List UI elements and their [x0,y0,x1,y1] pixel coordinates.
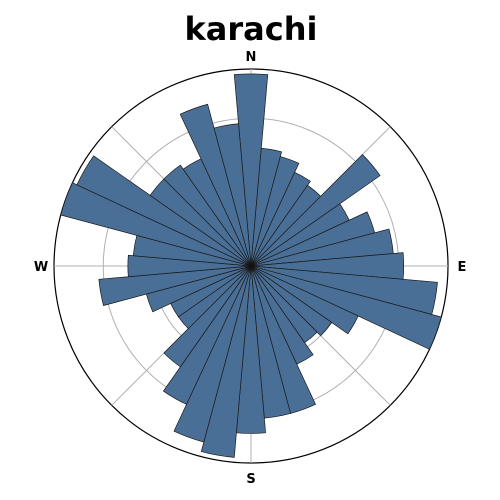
polar-bar [250,265,333,337]
polar-bar [250,265,359,335]
polar-bar [173,265,252,443]
polar-bar [250,265,442,350]
direction-label-east: E [458,260,467,275]
polar-bar [60,182,252,267]
polar-bar [213,123,252,267]
direction-label-south: S [246,472,255,487]
polar-bar [76,155,252,267]
polar-bar [250,154,381,267]
polar-bar [98,265,252,306]
polar-bar [250,171,311,267]
chart-title: karachi [185,10,318,48]
polar-bar [179,103,252,267]
polar-bar [200,265,252,458]
polar-bar [127,254,252,278]
polar-bar [163,164,252,267]
polar-bar [163,265,252,368]
polar-bar [250,156,300,267]
polar-bar [233,73,269,267]
polar-bar [162,265,252,405]
direction-label-west: W [34,260,48,275]
polar-center-hub [248,263,254,269]
direction-label-north: N [246,50,257,65]
polar-bars [60,73,442,458]
